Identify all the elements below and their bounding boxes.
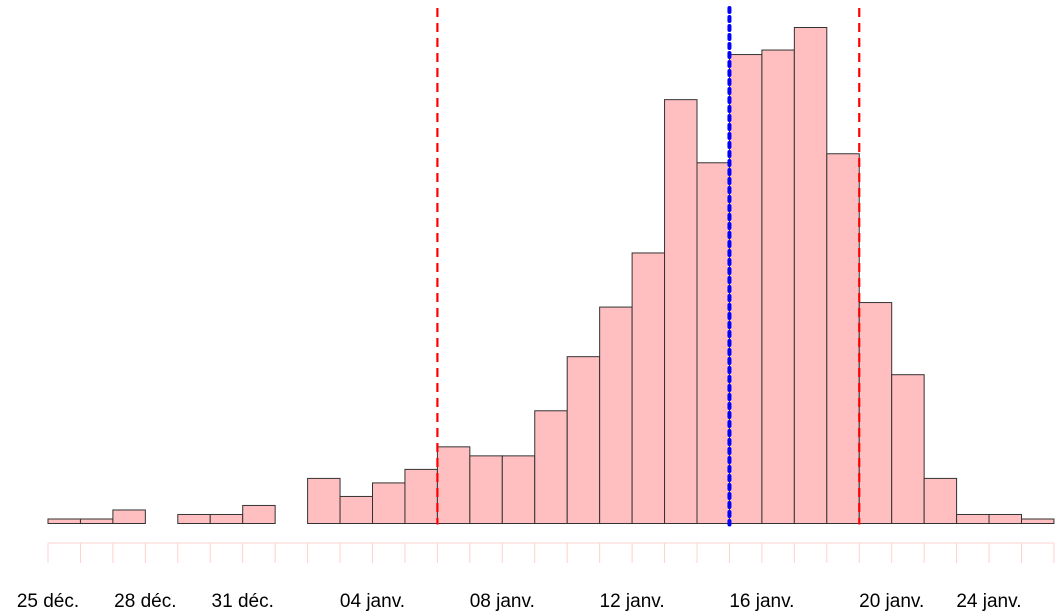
- histogram-bar: [793, 27, 828, 524]
- histogram-bars: [47, 27, 1055, 525]
- x-tick-label: 04 janv.: [340, 591, 405, 612]
- histogram-bar: [501, 455, 536, 525]
- x-axis-tick-labels: 25 déc. 28 déc. 31 déc. 04 janv. 08 janv. 12 …: [17, 591, 1022, 612]
- histogram-bar: [307, 477, 341, 524]
- x-tick-label: 08 janv.: [470, 591, 535, 612]
- histogram-bar: [826, 153, 860, 524]
- histogram-bar: [372, 482, 406, 524]
- reference-lines: [436, 6, 861, 527]
- x-tick-label: 24 janv.: [956, 591, 1021, 612]
- histogram-bar: [534, 410, 568, 525]
- histogram-bar: [339, 495, 373, 525]
- histogram-bar: [79, 518, 114, 524]
- histogram-bar: [1021, 518, 1055, 524]
- histogram-bar: [404, 468, 438, 524]
- x-tick-label: 16 janv.: [729, 591, 794, 612]
- x-tick-label: 25 déc.: [17, 591, 79, 612]
- histogram-bar: [728, 54, 763, 525]
- histogram-bar: [761, 49, 795, 525]
- histogram-bar: [599, 306, 633, 524]
- x-tick-label: 31 déc.: [212, 591, 274, 612]
- histogram-bar: [112, 509, 146, 524]
- histogram-bar: [988, 513, 1022, 524]
- histogram-bar: [923, 477, 958, 524]
- histogram-bar: [436, 446, 471, 525]
- histogram-bar: [631, 252, 666, 524]
- rug-marks: [47, 542, 1055, 563]
- histogram-bar: [858, 302, 893, 524]
- histogram-bar: [242, 504, 276, 524]
- histogram-bar: [566, 356, 601, 524]
- x-tick-label: 20 janv.: [859, 591, 924, 612]
- x-tick-label: 28 déc.: [114, 591, 176, 612]
- histogram-bar: [47, 518, 81, 524]
- histogram-bar: [209, 513, 244, 524]
- histogram-bar: [696, 162, 730, 524]
- x-tick-label: 12 janv.: [600, 591, 665, 612]
- histogram-bar: [956, 513, 990, 524]
- histogram-bar: [177, 513, 211, 524]
- histogram-bar: [469, 455, 503, 525]
- histogram-bar: [664, 99, 698, 525]
- histogram-bar: [891, 374, 925, 525]
